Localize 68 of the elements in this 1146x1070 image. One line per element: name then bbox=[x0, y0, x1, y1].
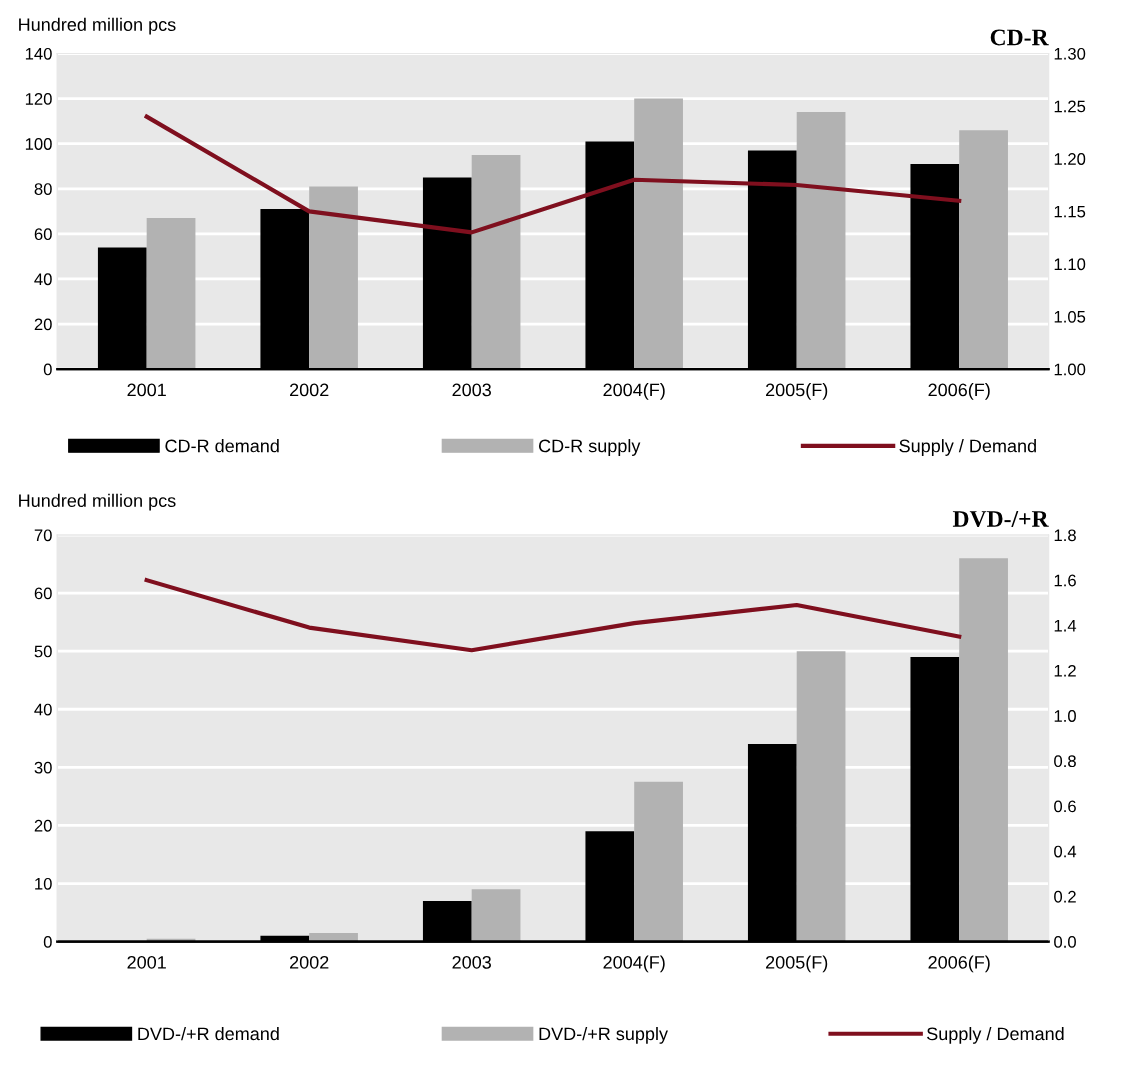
bar bbox=[796, 112, 846, 370]
y2-tick-label: 0.2 bbox=[1054, 890, 1076, 903]
legend-label: Supply / Demand bbox=[927, 1026, 1064, 1044]
x-tick-label: 2004(F) bbox=[603, 383, 665, 400]
y2-tick-label: 1.00 bbox=[1054, 363, 1086, 376]
y-axis-title: Hundred million pcs bbox=[19, 17, 176, 35]
y2-tick-label: 0.6 bbox=[1054, 800, 1076, 813]
y-tick-label: 20 bbox=[34, 819, 52, 832]
bar bbox=[471, 889, 521, 942]
y2-tick-label: 1.30 bbox=[1054, 47, 1086, 60]
chart-title: CD-R bbox=[990, 29, 1049, 46]
bar bbox=[634, 781, 683, 942]
x-tick-label: 2003 bbox=[452, 383, 491, 397]
y2-tick-label: 1.2 bbox=[1054, 664, 1076, 677]
bar bbox=[796, 651, 846, 942]
line-series bbox=[144, 578, 962, 653]
y2-tick-label: 0.0 bbox=[1054, 936, 1076, 948]
y2-tick-label: 1.8 bbox=[1054, 529, 1076, 542]
y-tick-label: 30 bbox=[34, 761, 52, 774]
y2-tick-label: 1.25 bbox=[1054, 100, 1086, 113]
y-tick-label: 70 bbox=[34, 529, 52, 542]
bar bbox=[959, 558, 1008, 942]
chart-title: DVD-/+R bbox=[952, 511, 1049, 528]
line-series bbox=[144, 114, 962, 235]
y-tick-label: 40 bbox=[34, 703, 52, 716]
y-tick-label: 20 bbox=[34, 318, 52, 331]
y2-tick-label: 1.15 bbox=[1054, 205, 1086, 218]
x-tick-label: 2005(F) bbox=[766, 383, 828, 400]
x-tick-label: 2005(F) bbox=[766, 955, 828, 973]
legend-label: DVD-/+R supply bbox=[539, 1026, 668, 1044]
y2-tick-label: 1.0 bbox=[1054, 710, 1076, 722]
y-tick-label: 10 bbox=[35, 877, 52, 890]
y-tick-label: 40 bbox=[34, 273, 52, 286]
y-tick-label: 100 bbox=[25, 138, 52, 150]
legend-label: CD-R supply bbox=[538, 439, 641, 456]
y-tick-label: 0 bbox=[43, 936, 52, 948]
bar bbox=[146, 218, 196, 370]
x-tick-label: 2006(F) bbox=[928, 383, 990, 400]
x-tick-label: 2004(F) bbox=[603, 955, 665, 973]
bar bbox=[309, 932, 358, 942]
y2-tick-label: 1.20 bbox=[1054, 153, 1086, 165]
x-tick-label: 2002 bbox=[290, 383, 329, 397]
x-tick-label: 2002 bbox=[290, 955, 329, 969]
y-tick-label: 80 bbox=[34, 183, 52, 195]
y2-tick-label: 0.4 bbox=[1054, 845, 1077, 858]
x-tick-label: 2006(F) bbox=[928, 955, 990, 973]
y-axis-title: Hundred million pcs bbox=[19, 493, 176, 511]
bar bbox=[634, 98, 683, 370]
y-tick-label: 140 bbox=[25, 47, 52, 60]
y2-tick-label: 1.10 bbox=[1054, 258, 1086, 271]
y2-tick-label: 0.8 bbox=[1054, 755, 1076, 768]
x-tick-label: 2003 bbox=[452, 955, 491, 969]
x-tick-label: 2001 bbox=[127, 955, 166, 969]
bar bbox=[309, 186, 358, 370]
legend-label: CD-R demand bbox=[165, 439, 279, 453]
x-tick-label: 2001 bbox=[127, 383, 166, 397]
y-tick-label: 50 bbox=[34, 645, 52, 658]
y2-tick-label: 1.05 bbox=[1054, 310, 1086, 323]
y-tick-label: 60 bbox=[34, 228, 52, 241]
legend-label: Supply / Demand bbox=[899, 439, 1036, 456]
y-tick-label: 120 bbox=[25, 92, 52, 105]
bar bbox=[471, 154, 521, 370]
y-tick-label: 0 bbox=[43, 363, 52, 376]
bar bbox=[959, 130, 1008, 370]
y-tick-label: 60 bbox=[34, 587, 52, 600]
y2-tick-label: 1.6 bbox=[1054, 574, 1076, 587]
y2-tick-label: 1.4 bbox=[1054, 619, 1077, 632]
legend-label: DVD-/+R demand bbox=[138, 1026, 279, 1041]
